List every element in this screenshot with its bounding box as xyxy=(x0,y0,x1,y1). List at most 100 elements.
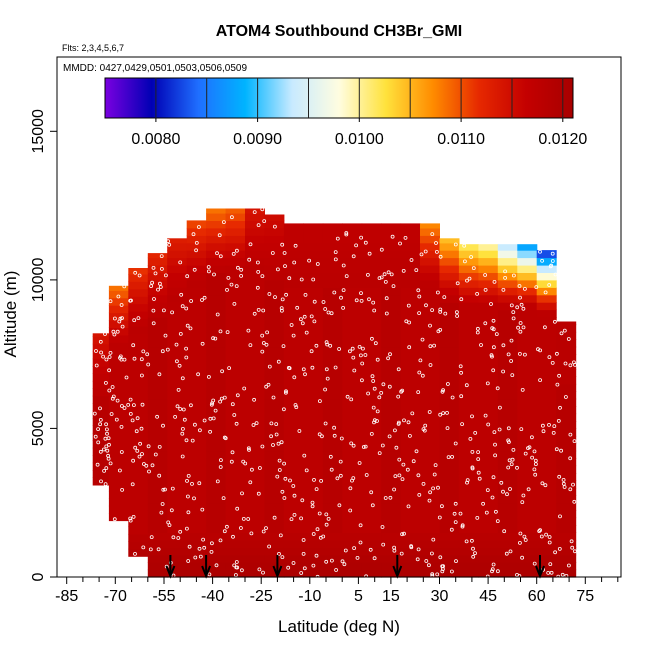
heatmap-cell xyxy=(225,458,246,467)
heatmap-cell xyxy=(167,554,188,563)
observation-point xyxy=(337,347,342,351)
heatmap-cell xyxy=(128,437,149,446)
observation-point xyxy=(432,472,437,477)
heatmap-cell xyxy=(128,429,149,438)
observation-point xyxy=(423,249,428,254)
heatmap-cell xyxy=(283,428,304,437)
heatmap-cell xyxy=(225,324,246,333)
x-tick-label: 15 xyxy=(382,588,400,605)
heatmap-cell xyxy=(322,562,343,571)
heatmap-cell xyxy=(439,502,460,511)
observation-point xyxy=(453,242,458,247)
observation-point xyxy=(355,556,360,560)
observation-point xyxy=(274,422,279,427)
observation-point xyxy=(414,268,419,273)
observation-point xyxy=(269,434,274,439)
heatmap-cell xyxy=(147,510,168,519)
heatmap-cell xyxy=(92,366,113,374)
observation-point xyxy=(410,411,415,416)
heatmap-cell xyxy=(381,250,402,259)
heatmap-cell xyxy=(264,428,285,437)
heatmap-cell xyxy=(147,421,168,429)
observation-point xyxy=(377,395,382,400)
observation-point xyxy=(518,351,522,356)
heatmap-cell xyxy=(225,525,246,533)
observation-point xyxy=(227,366,232,371)
heatmap-cell xyxy=(381,502,402,511)
heatmap-cell xyxy=(420,450,440,459)
heatmap-cell xyxy=(536,391,557,400)
observation-point xyxy=(518,321,523,325)
heatmap-cell xyxy=(108,320,129,328)
heatmap-cell xyxy=(556,473,577,481)
heatmap-cell xyxy=(322,517,343,526)
heatmap-cell xyxy=(167,421,188,429)
heatmap-cell xyxy=(400,569,421,578)
heatmap-cell xyxy=(283,383,304,392)
heatmap-cell xyxy=(186,450,207,459)
heatmap-cell xyxy=(458,346,479,355)
heatmap-cell xyxy=(439,257,460,266)
observation-point xyxy=(328,454,333,459)
heatmap-cell xyxy=(206,547,227,556)
observation-point xyxy=(491,327,496,332)
heatmap-cell xyxy=(556,547,577,556)
heatmap-cell xyxy=(245,383,265,392)
heatmap-cell xyxy=(400,525,421,533)
heatmap-cell xyxy=(206,242,227,251)
heatmap-cell xyxy=(400,495,421,504)
observation-point xyxy=(360,346,365,351)
observation-point xyxy=(416,288,421,293)
heatmap-cell xyxy=(342,287,363,296)
observation-point xyxy=(475,516,480,520)
observation-point xyxy=(298,317,303,322)
observation-point xyxy=(310,504,315,509)
heatmap-cell xyxy=(458,510,479,519)
heatmap-cell xyxy=(264,272,285,281)
heatmap-cell xyxy=(245,272,265,281)
observation-point xyxy=(284,292,289,297)
observation-point xyxy=(492,430,497,435)
heatmap-cell xyxy=(225,383,246,392)
observation-point xyxy=(188,326,193,331)
observation-point xyxy=(555,382,560,387)
observation-point xyxy=(335,476,340,481)
observation-point xyxy=(501,343,506,348)
observation-point xyxy=(299,571,304,575)
heatmap-cell xyxy=(517,250,538,259)
heatmap-cell xyxy=(400,473,421,481)
observation-point xyxy=(148,547,153,552)
observation-point xyxy=(119,303,124,307)
heatmap-cell xyxy=(245,227,265,236)
heatmap-cell xyxy=(167,369,188,377)
heatmap-cell xyxy=(497,413,518,422)
observation-point xyxy=(424,559,429,563)
heatmap-cell xyxy=(497,487,518,496)
heatmap-cell xyxy=(439,242,460,251)
heatmap-cell xyxy=(478,413,499,422)
heatmap-cell xyxy=(536,317,557,325)
observation-point xyxy=(167,523,172,527)
observation-point xyxy=(98,422,102,427)
heatmap-cell xyxy=(381,223,402,229)
heatmap-cell xyxy=(536,398,557,407)
heatmap-cell xyxy=(283,287,304,296)
heatmap-cell xyxy=(303,354,324,363)
observation-point xyxy=(483,413,488,418)
heatmap-cell xyxy=(303,562,324,571)
observation-point xyxy=(518,295,522,300)
observation-point xyxy=(190,481,194,486)
observation-point xyxy=(371,379,376,383)
observation-point xyxy=(572,439,577,444)
observation-point xyxy=(179,292,184,297)
observation-point xyxy=(418,358,423,363)
heatmap-cell xyxy=(322,398,343,407)
heatmap-cell xyxy=(245,539,265,548)
observation-point xyxy=(319,434,324,439)
observation-point xyxy=(421,481,426,486)
heatmap-cell xyxy=(458,443,479,452)
observation-point xyxy=(128,411,133,416)
heatmap-cell xyxy=(264,250,285,259)
heatmap-cell xyxy=(167,450,188,459)
